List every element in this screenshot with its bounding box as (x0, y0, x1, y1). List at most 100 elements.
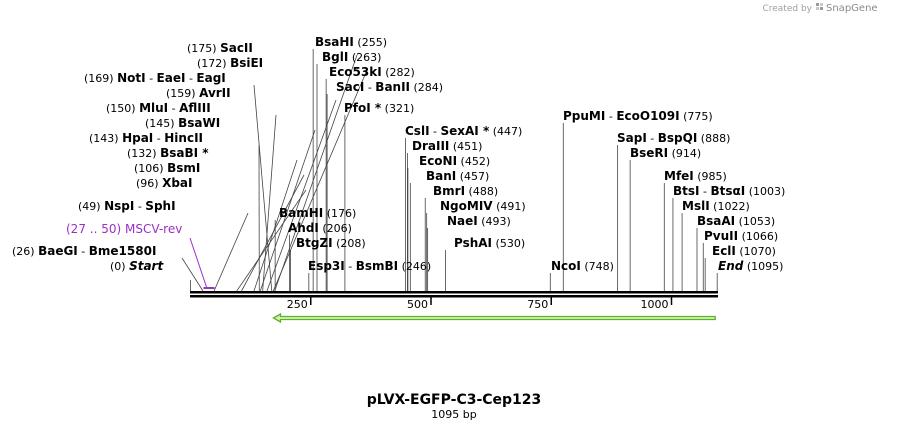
axis-tick-label: 500 (407, 298, 428, 311)
name-separator: - (430, 125, 441, 138)
site-labels: (0) Start(26) BaeGI - Bme1580I (49) NspI … (12, 35, 785, 273)
site-csli[interactable]: CslI - SexAI * (447) (405, 124, 522, 138)
enzyme-name: PfoI * (344, 101, 382, 115)
svg-text:BglI (263): BglI (263) (322, 50, 381, 64)
enzyme-name: BtgZI (296, 236, 333, 250)
svg-text:(0) Start: (0) Start (110, 259, 164, 273)
site-sapi[interactable]: SapI - BspQI (888) (617, 131, 730, 145)
site-position: (748) (581, 260, 614, 273)
svg-text:BseRI (914): BseRI (914) (630, 146, 701, 160)
site-mfei[interactable]: MfeI (985) (664, 169, 727, 183)
enzyme-name: BseRI (630, 146, 668, 160)
site-bani[interactable]: BanI (457) (426, 169, 489, 183)
site-position: (985) (694, 170, 727, 183)
enzyme-name: BsaHI (315, 35, 354, 49)
site-nspi[interactable]: (49) NspI - SphI (78, 199, 176, 213)
site-eco53ki[interactable]: Eco53kI (282) (329, 65, 415, 79)
site-ppumi[interactable]: PpuMI - EcoO109I (775) (563, 109, 713, 123)
site-position: (206) (319, 222, 352, 235)
svg-text:End (1095): End (1095) (718, 259, 783, 273)
site-baegi[interactable]: (26) BaeGI - Bme1580I (12, 244, 156, 258)
site-ncoi[interactable]: NcoI (748) (551, 259, 614, 273)
site-start[interactable]: (0) Start (110, 259, 164, 273)
site-draiii[interactable]: DraIII (451) (412, 139, 482, 153)
site-bsaai[interactable]: BsaAI (1053) (697, 214, 775, 228)
site-mlui[interactable]: (150) MluI - AflIII (106, 101, 211, 115)
site-ecoi[interactable]: EcoNI (452) (419, 154, 490, 168)
backbone-bottom-strand (190, 295, 718, 298)
site-noti[interactable]: (169) NotI - EaeI - EagI (84, 71, 226, 85)
svg-text:(49) NspI - SphI: (49) NspI - SphI (78, 199, 176, 213)
site-position: (172) (197, 57, 230, 70)
enzyme-name: EcoNI (419, 154, 457, 168)
site-ahdi[interactable]: AhdI (206) (288, 221, 352, 235)
enzyme-name: MluI (139, 101, 168, 115)
site-pfoi[interactable]: PfoI * (321) (344, 101, 414, 115)
site-esp3i[interactable]: Esp3I - BsmBI (246) (308, 259, 431, 273)
site-bsabi[interactable]: (132) BsaBI * (127, 146, 209, 160)
site-saci[interactable]: SacI - BanII (284) (336, 80, 443, 94)
name-separator: - (153, 132, 164, 145)
site-xbai[interactable]: (96) XbaI (136, 176, 192, 190)
site-ngomiv[interactable]: NgoMIV (491) (440, 199, 526, 213)
site-hpai[interactable]: (143) HpaI - HincII (89, 131, 203, 145)
svg-text:(172) BsiEI: (172) BsiEI (197, 56, 263, 70)
site-btsi[interactable]: BtsI - BtsαI (1003) (673, 184, 785, 198)
svg-text:(159) AvrII: (159) AvrII (166, 86, 231, 100)
site-pshai[interactable]: PshAI (530) (454, 236, 525, 250)
site-bgli[interactable]: BglI (263) (322, 50, 381, 64)
site-position: (176) (323, 207, 356, 220)
enzyme-name: Bme1580I (89, 244, 157, 258)
site-bmri[interactable]: BmrI (488) (433, 184, 498, 198)
site-bsahi[interactable]: BsaHI (255) (315, 35, 387, 49)
site-sacii[interactable]: (175) SacII (187, 41, 253, 55)
svg-text:DraIII (451): DraIII (451) (412, 139, 482, 153)
site-avrii[interactable]: (159) AvrII (166, 86, 231, 100)
site-naei[interactable]: NaeI (493) (447, 214, 511, 228)
site-bsiei[interactable]: (172) BsiEI (197, 56, 263, 70)
site-position: (132) (127, 147, 160, 160)
site-bseri[interactable]: BseRI (914) (630, 146, 701, 160)
enzyme-name: EclI (712, 244, 736, 258)
enzyme-name: AhdI (288, 221, 319, 235)
svg-text:PpuMI - EcoO109I (775): PpuMI - EcoO109I (775) (563, 109, 713, 123)
site-position: (491) (493, 200, 526, 213)
enzyme-name: MfeI (664, 169, 694, 183)
site-end[interactable]: End (1095) (718, 259, 783, 273)
site-btgzi[interactable]: BtgZI (208) (296, 236, 366, 250)
feature-mscv-rev[interactable]: (27 .. 50) MSCV-rev (66, 222, 182, 236)
svg-text:EcoNI (452): EcoNI (452) (419, 154, 490, 168)
site-position: (0) (110, 260, 129, 273)
orf-arrow-shape (272, 312, 716, 324)
site-bamhi[interactable]: BamHI (176) (279, 206, 356, 220)
leader-line-mlui (262, 114, 277, 292)
svg-text:NgoMIV (491): NgoMIV (491) (440, 199, 526, 213)
site-ecli[interactable]: EclI (1070) (712, 244, 776, 258)
dna-backbone (190, 291, 718, 298)
name-separator: - (345, 260, 356, 273)
name-separator: - (605, 110, 616, 123)
feature-name: MSCV-rev (125, 222, 182, 236)
feature-marks (189, 237, 215, 289)
site-position: (263) (348, 51, 381, 64)
enzyme-name: Start (129, 259, 164, 273)
site-position: (1053) (735, 215, 775, 228)
svg-text:PvuII (1066): PvuII (1066) (704, 229, 778, 243)
enzyme-name: AvrII (199, 86, 231, 100)
svg-text:BtsI - BtsαI (1003): BtsI - BtsαI (1003) (673, 184, 785, 198)
enzyme-name: Eco53kI (329, 65, 382, 79)
svg-text:BmrI (488): BmrI (488) (433, 184, 498, 198)
svg-text:SacI - BanII (284): SacI - BanII (284) (336, 80, 443, 94)
enzyme-name: SacII (220, 41, 253, 55)
site-position: (493) (478, 215, 511, 228)
site-pvuii[interactable]: PvuII (1066) (704, 229, 778, 243)
site-position: (1003) (745, 185, 785, 198)
svg-text:Eco53kI (282): Eco53kI (282) (329, 65, 415, 79)
svg-text:PshAI (530): PshAI (530) (454, 236, 525, 250)
site-msli[interactable]: MslI (1022) (682, 199, 750, 213)
svg-text:AhdI (206): AhdI (206) (288, 221, 352, 235)
svg-text:(106) BsmI: (106) BsmI (134, 161, 200, 175)
site-bsmi[interactable]: (106) BsmI (134, 161, 200, 175)
site-bsawi[interactable]: (145) BsaWI (145, 116, 220, 130)
